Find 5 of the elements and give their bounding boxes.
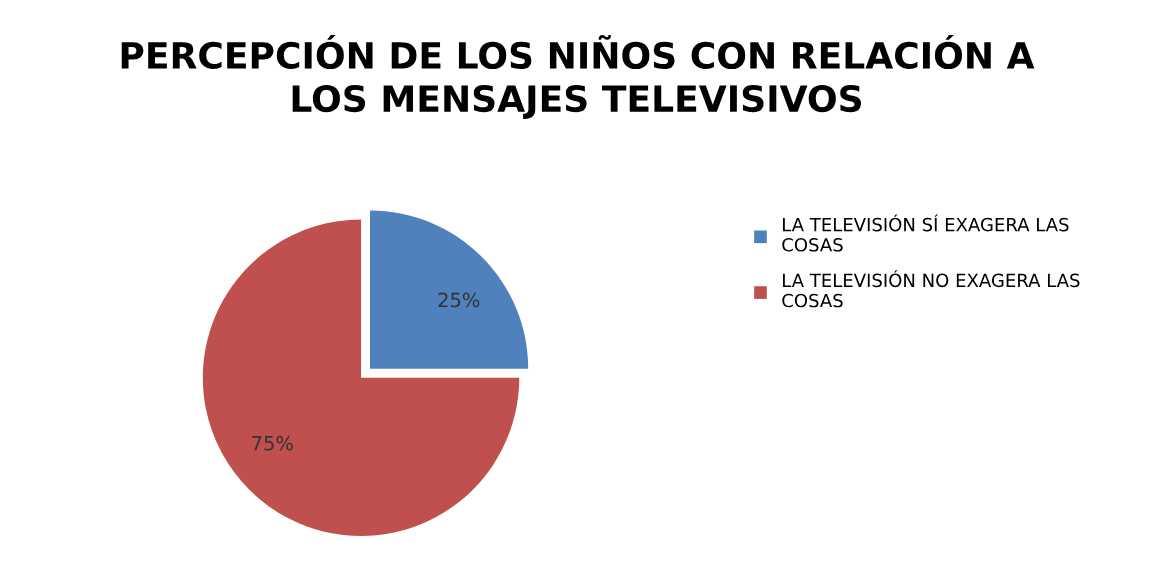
chart-title: PERCEPCIÓN DE LOS NIÑOS CON RELACIÓN A LOS MENSAJES TELEVISIVOS xyxy=(121,35,1035,119)
legend-label: LA TELEVISIÓN SÍ EXAGERA LAS COSAS xyxy=(782,214,1069,252)
data-label: 75% xyxy=(252,435,293,451)
data-label: 25% xyxy=(438,292,480,308)
legend-label: LA TELEVISIÓN NO EXAGERA LAS COSAS xyxy=(782,270,1080,308)
